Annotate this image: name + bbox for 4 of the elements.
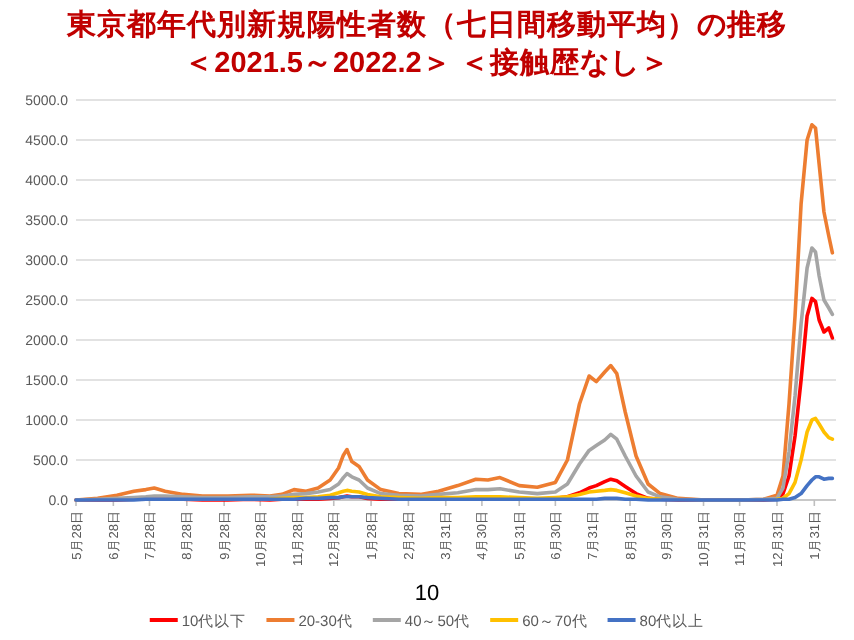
chart-subtitle: ＜2021.5～2022.2＞ ＜接触歴なし＞	[184, 46, 670, 80]
text: 10	[414, 582, 440, 606]
line-series	[74, 475, 835, 502]
chart-title: 東京都年代別新規陽性者数（七日間移動平均）の推移	[65, 6, 787, 42]
